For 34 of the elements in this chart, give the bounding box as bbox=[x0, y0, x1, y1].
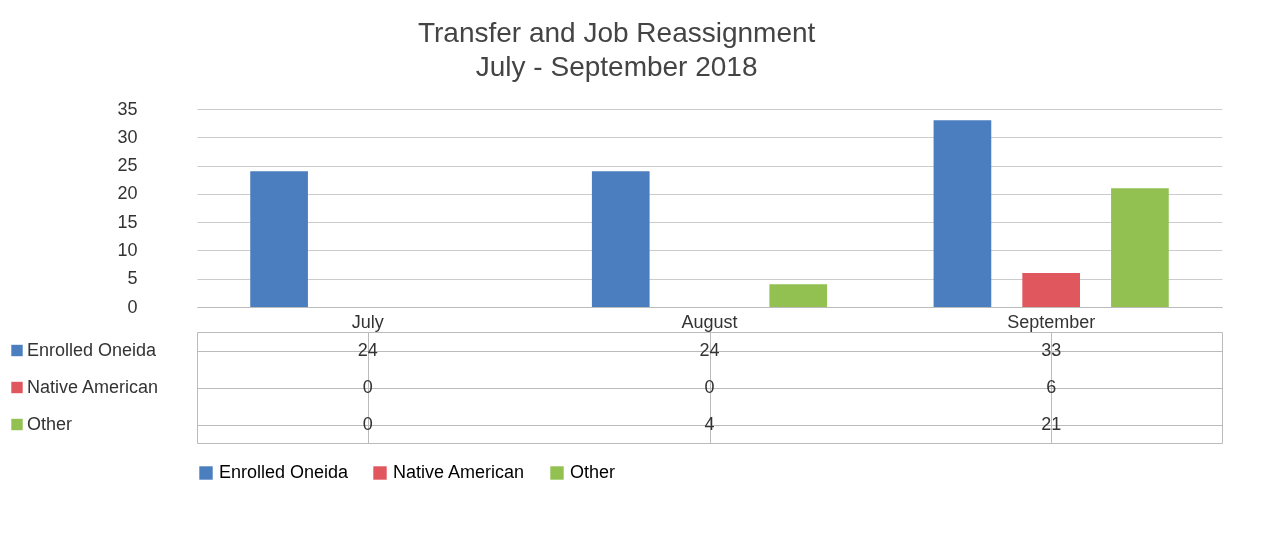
data-label: 24 bbox=[699, 339, 720, 360]
data-label: 0 bbox=[362, 376, 373, 397]
data-label: 21 bbox=[1041, 413, 1062, 434]
chart-title: Transfer and Job Reassignment bbox=[417, 17, 816, 48]
data-label: 6 bbox=[1046, 376, 1057, 397]
x-tick-label: September bbox=[1007, 311, 1096, 332]
chart-subtitle: July - September 2018 bbox=[475, 51, 758, 82]
y-tick-label: 5 bbox=[127, 268, 138, 289]
bar bbox=[591, 171, 650, 307]
text: Other bbox=[27, 413, 73, 434]
text: Enrolled Oneida bbox=[219, 462, 349, 482]
bar bbox=[769, 284, 828, 307]
legend-label: Native American bbox=[393, 462, 525, 482]
bar bbox=[1022, 273, 1081, 307]
data-label: 24 bbox=[357, 339, 378, 360]
text: Native American bbox=[27, 376, 159, 397]
y-tick-label: 30 bbox=[117, 126, 138, 147]
legend-label: Other bbox=[570, 462, 616, 482]
y-tick-label: 20 bbox=[117, 183, 138, 204]
bar bbox=[250, 171, 308, 307]
legend-label: Enrolled Oneida bbox=[27, 339, 158, 360]
data-label: 4 bbox=[704, 413, 715, 434]
x-tick-label: August bbox=[681, 311, 738, 332]
data-label: 0 bbox=[362, 413, 373, 434]
data-label: 33 bbox=[1041, 339, 1062, 360]
x-tick-label: July bbox=[351, 311, 384, 332]
y-tick-label: 35 bbox=[117, 98, 138, 119]
y-tick-label: 0 bbox=[127, 296, 138, 317]
bar bbox=[1111, 188, 1169, 307]
bar bbox=[933, 120, 992, 307]
data-label: 0 bbox=[704, 376, 715, 397]
y-tick-label: 10 bbox=[117, 239, 138, 260]
y-tick-label: 15 bbox=[117, 211, 138, 232]
y-tick-label: 25 bbox=[117, 155, 138, 176]
